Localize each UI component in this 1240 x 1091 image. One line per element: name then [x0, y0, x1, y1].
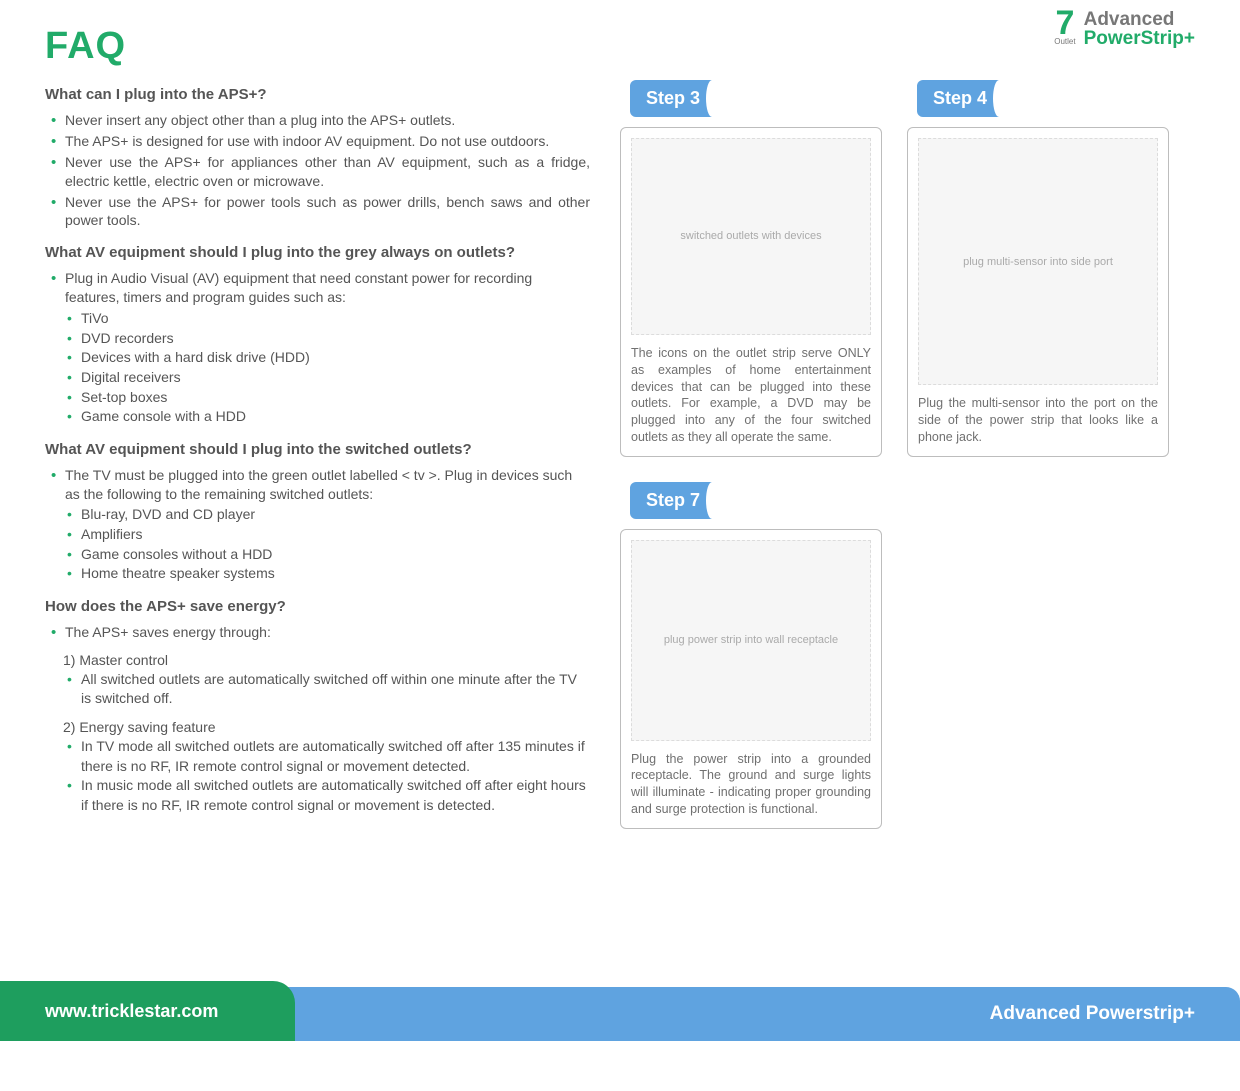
logo-advanced: Advanced	[1084, 9, 1175, 30]
step-7-caption: Plug the power strip into a grounded rec…	[631, 751, 871, 819]
faq-q3: What AV equipment should I plug into the…	[45, 441, 590, 458]
logo-text: Advanced PowerStrip+	[1084, 10, 1195, 48]
faq-q4-n2-list: In TV mode all switched outlets are auto…	[45, 737, 590, 815]
list-item: Plug in Audio Visual (AV) equipment that…	[47, 269, 590, 426]
list-item: In music mode all switched outlets are a…	[65, 776, 590, 815]
step-7-tab: Step 7	[630, 482, 720, 519]
faq-q4-n1: 1) Master control	[45, 652, 590, 668]
footer: www.tricklestar.com Advanced Powerstrip+	[0, 981, 1240, 1041]
step-3-caption: The icons on the outlet strip serve ONLY…	[631, 345, 871, 446]
step-3-tab: Step 3	[630, 80, 720, 117]
faq-q3-sublist: Blu-ray, DVD and CD player Amplifiers Ga…	[65, 505, 590, 583]
list-item: In TV mode all switched outlets are auto…	[65, 737, 590, 776]
faq-q2: What AV equipment should I plug into the…	[45, 244, 590, 261]
list-item: The APS+ is designed for use with indoor…	[47, 132, 590, 151]
logo-powerstrip: PowerStrip+	[1084, 28, 1195, 49]
page-title: FAQ	[45, 25, 590, 68]
list-item: TiVo	[65, 309, 590, 329]
list-item: The TV must be plugged into the green ou…	[47, 466, 590, 584]
faq-q4-list: The APS+ saves energy through:	[45, 623, 590, 642]
step-7-image: plug power strip into wall receptacle	[631, 540, 871, 741]
faq-q4-n2: 2) Energy saving feature	[45, 719, 590, 735]
list-item: DVD recorders	[65, 329, 590, 349]
logo-seven: 7	[1054, 12, 1075, 36]
faq-q2-list: Plug in Audio Visual (AV) equipment that…	[45, 269, 590, 426]
step-3-box: switched outlets with devices The icons …	[620, 127, 882, 457]
list-item: All switched outlets are automatically s…	[65, 670, 590, 709]
step-7-box: plug power strip into wall receptacle Pl…	[620, 529, 882, 829]
logo-seven-block: 7 Outlet	[1054, 12, 1075, 47]
faq-q3-list: The TV must be plugged into the green ou…	[45, 466, 590, 584]
list-item: Amplifiers	[65, 525, 590, 545]
list-item: Blu-ray, DVD and CD player	[65, 505, 590, 525]
step-4-tab: Step 4	[917, 80, 1007, 117]
faq-q4: How does the APS+ save energy?	[45, 598, 590, 615]
footer-url: www.tricklestar.com	[0, 981, 295, 1041]
step-4-image: plug multi-sensor into side port	[918, 138, 1158, 385]
list-lead: The TV must be plugged into the green ou…	[65, 467, 572, 502]
footer-product: Advanced Powerstrip+	[275, 987, 1240, 1041]
list-item: Game console with a HDD	[65, 407, 590, 427]
list-item: Never use the APS+ for power tools such …	[47, 193, 590, 231]
list-item: The APS+ saves energy through:	[47, 623, 590, 642]
step-3-card: Step 3 switched outlets with devices The…	[620, 80, 882, 457]
step-4-card: Step 4 plug multi-sensor into side port …	[907, 80, 1169, 457]
list-item: Home theatre speaker systems	[65, 564, 590, 584]
step-7-card: Step 7 plug power strip into wall recept…	[620, 482, 882, 829]
list-item: Game consoles without a HDD	[65, 545, 590, 565]
step-3-image: switched outlets with devices	[631, 138, 871, 335]
faq-q2-sublist: TiVo DVD recorders Devices with a hard d…	[65, 309, 590, 427]
faq-q1: What can I plug into the APS+?	[45, 86, 590, 103]
list-item: Never use the APS+ for appliances other …	[47, 153, 590, 191]
logo-outlet: Outlet	[1054, 37, 1075, 46]
faq-q4-n1-list: All switched outlets are automatically s…	[45, 670, 590, 709]
list-item: Digital receivers	[65, 368, 590, 388]
step-4-box: plug multi-sensor into side port Plug th…	[907, 127, 1169, 457]
step-4-caption: Plug the multi-sensor into the port on t…	[918, 395, 1158, 446]
list-item: Devices with a hard disk drive (HDD)	[65, 348, 590, 368]
list-item: Set-top boxes	[65, 388, 590, 408]
faq-q1-list: Never insert any object other than a plu…	[45, 111, 590, 230]
brand-logo: 7 Outlet Advanced PowerStrip+	[1054, 10, 1195, 48]
list-lead: Plug in Audio Visual (AV) equipment that…	[65, 270, 532, 305]
list-item: Never insert any object other than a plu…	[47, 111, 590, 130]
